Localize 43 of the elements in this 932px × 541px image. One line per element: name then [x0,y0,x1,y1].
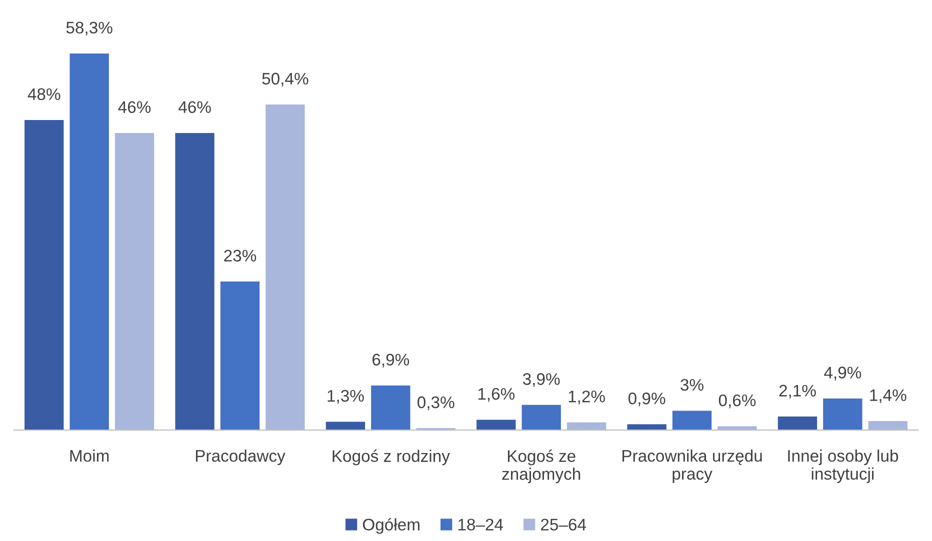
data-label: 0,6% [718,394,756,408]
bar [823,398,862,430]
bar [522,404,561,430]
x-tick-label: Kogoś z rodziny [332,450,450,466]
data-label: 3,9% [522,373,560,387]
bar [220,282,260,430]
data-label: 1,6% [478,388,515,402]
data-label: 0,3% [418,396,454,410]
data-label: 48% [28,88,60,100]
bar [672,410,712,430]
bar [266,104,305,430]
data-label: 2,1% [779,384,816,399]
data-label: 4,9% [824,366,862,380]
data-label: 6,9% [372,354,410,368]
bar [566,422,606,430]
data-label: 1,4% [870,389,906,404]
x-tick-label: Kogoś ze znajomych [502,450,580,484]
bar [868,421,908,430]
legend-label: 18–24 [458,518,504,531]
x-tick-label: Moim [70,450,109,462]
legend-label: Ogółem [362,518,420,534]
x-tick-label: Pracownika urzędu pracy [622,450,762,484]
bar [24,120,64,430]
bar [718,426,757,430]
bar [326,422,366,430]
x-tick-label: Innej osoby lub instytucji [788,450,898,484]
data-label: 58,3% [66,22,112,36]
data-label: 46% [118,101,151,114]
legend-label: 25–64 [541,518,586,531]
bar [778,416,818,430]
bar [476,420,516,430]
data-label: 50,4% [262,72,308,87]
bar [70,54,109,430]
x-tick-label: Pracodawcy [196,450,286,466]
data-label: 0,9% [628,392,666,406]
bar [114,132,154,430]
data-label: 23% [224,250,256,262]
data-label: 1,3% [328,390,364,404]
data-label: 1,2% [568,390,605,404]
bar [175,132,214,430]
data-label: 46% [178,101,211,114]
data-label: 3% [680,378,704,391]
bar [371,386,410,430]
